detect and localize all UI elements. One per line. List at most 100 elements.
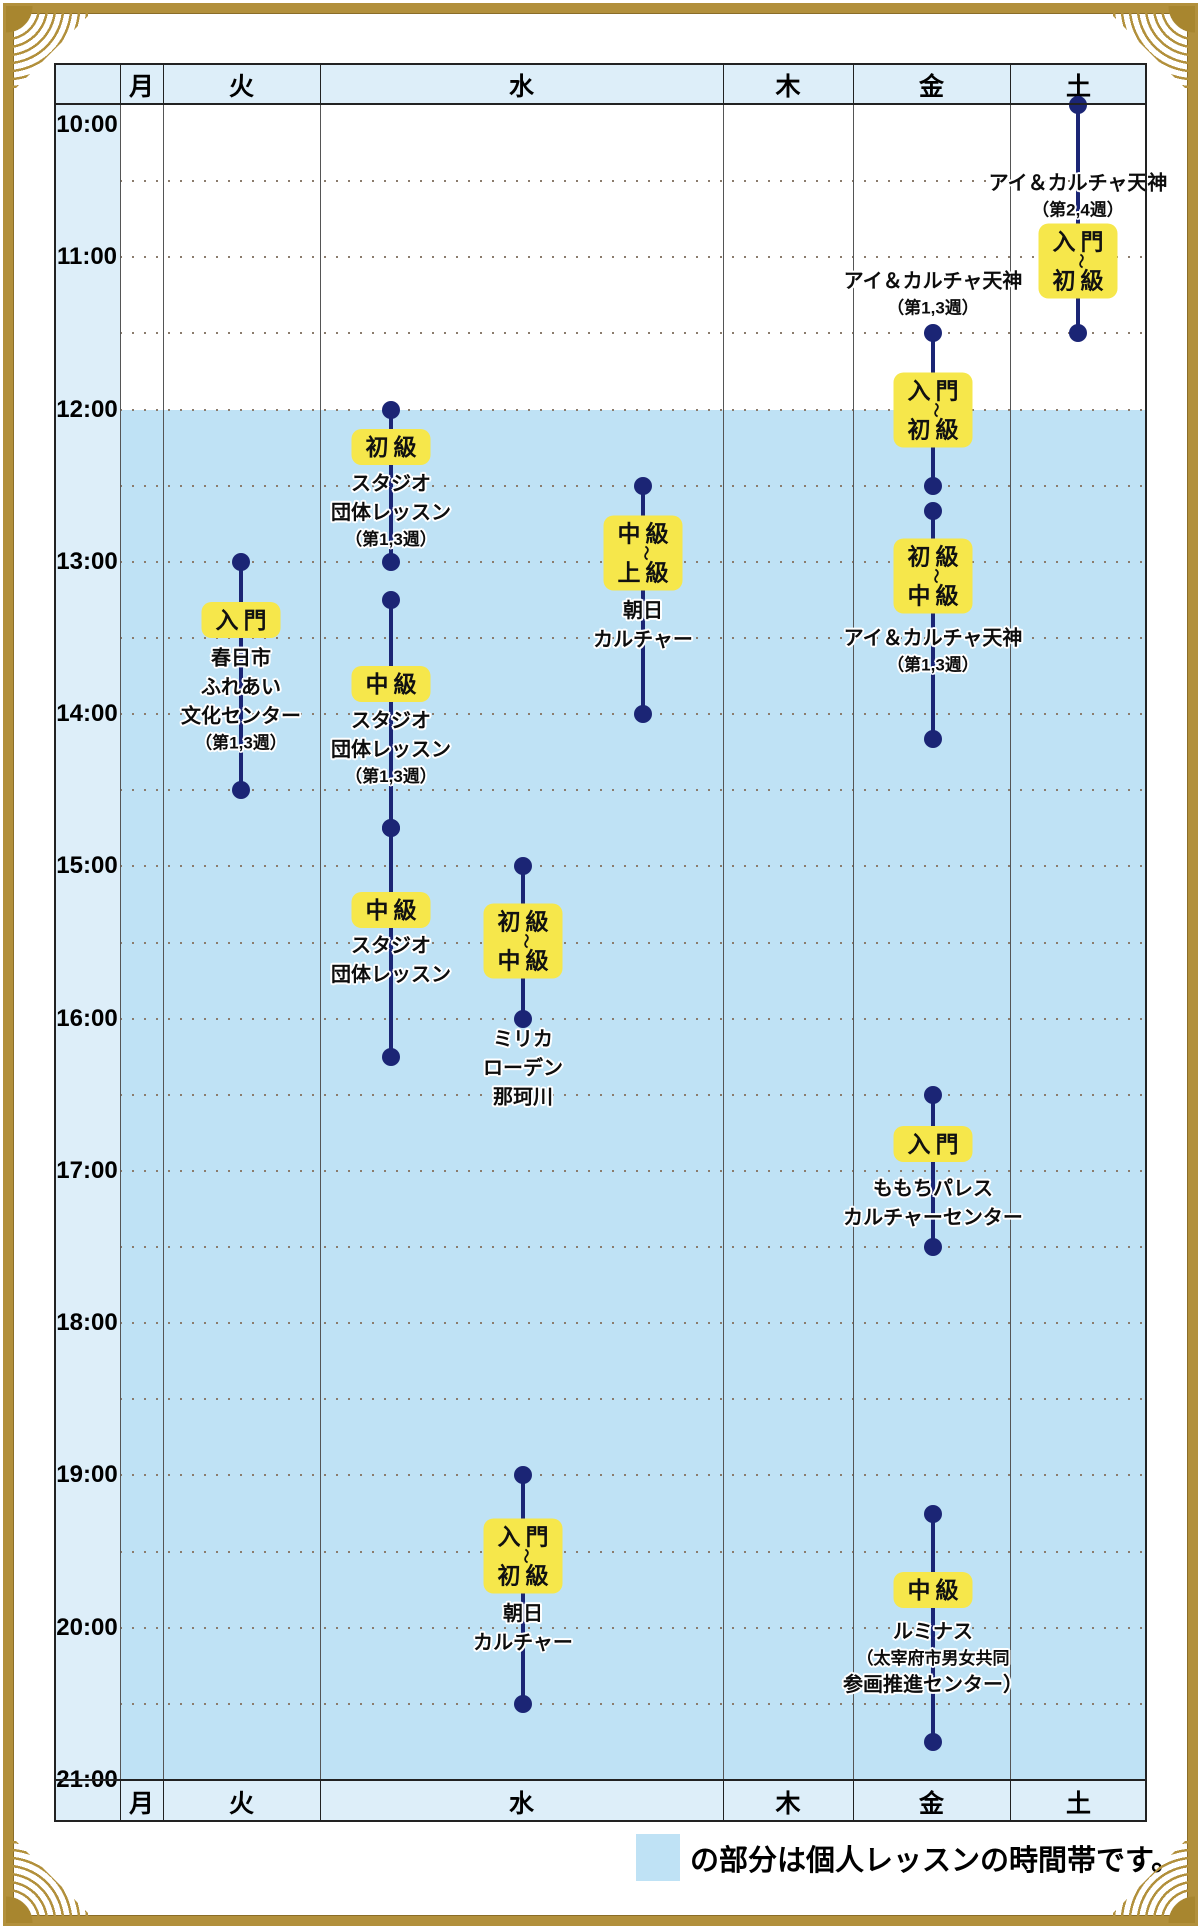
lesson-line <box>931 1094 935 1248</box>
venue-name-line: 朝日 <box>623 600 663 622</box>
day-footer-水: 水 <box>508 1790 535 1818</box>
level-badge: 初級〜中級 <box>483 903 563 979</box>
level-badge: 入門〜初級 <box>893 372 973 448</box>
time-label-16:00: 16:00 <box>56 1004 118 1032</box>
legend-band-swatch <box>636 1834 680 1881</box>
lesson-start-dot <box>924 1085 942 1104</box>
venue-name-line: 団体レッスン <box>331 964 451 986</box>
halfhour-gridline <box>120 1017 1147 1020</box>
lesson-end-dot <box>232 781 250 800</box>
lesson-line <box>931 511 935 740</box>
footer-cell-border <box>320 1780 321 1822</box>
halfhour-gridline <box>120 332 1147 335</box>
level-text: 入門 <box>215 607 272 633</box>
time-label-11:00: 11:00 <box>56 243 118 271</box>
venue-label: アイ＆カルチャ天神 （第1,3週） <box>844 268 1023 321</box>
halfhour-gridline <box>120 1626 1147 1629</box>
time-label-20:00: 20:00 <box>56 1613 118 1641</box>
halfhour-gridline <box>120 1246 1147 1249</box>
day-header-木: 木 <box>775 73 801 101</box>
footer-cell-border <box>853 1780 854 1822</box>
level-text: 中級 <box>365 897 422 923</box>
footer-cell-border <box>1010 1780 1011 1822</box>
halfhour-gridline <box>120 865 1147 868</box>
venue-label: スタジオ 団体レッスン <box>331 932 451 990</box>
lesson-start-dot <box>924 502 942 521</box>
level-text: 上級 <box>617 559 674 586</box>
venue-label: アイ＆カルチャ天神 （第1,3週） <box>844 625 1023 678</box>
column-line <box>723 105 724 1780</box>
level-text: 入門 <box>497 1523 554 1550</box>
level-text: 入門 <box>907 377 964 404</box>
lesson-line <box>1076 105 1080 334</box>
venue-note-line: （第1,3週） <box>195 733 287 753</box>
halfhour-gridline <box>120 1702 1147 1705</box>
venue-note-line: （第1,3週） <box>345 767 437 786</box>
venue-label: ももちパレスカルチャーセンター <box>843 1175 1023 1233</box>
lesson-start-dot <box>382 400 400 419</box>
time-label-13:00: 13:00 <box>56 547 118 575</box>
day-footer-火: 火 <box>228 1790 255 1818</box>
lesson-start-dot <box>924 324 942 343</box>
time-label-14:00: 14:00 <box>56 700 118 728</box>
lesson-end-dot <box>924 1238 942 1257</box>
level-text: 初級 <box>1052 267 1109 294</box>
time-label-15:00: 15:00 <box>56 852 118 880</box>
gold-corner-ornament-bottom-left <box>6 1831 98 1923</box>
venue-name-line: 文化センター <box>181 705 301 728</box>
venue-name-line: ふれあい <box>201 676 281 699</box>
lesson-end-dot <box>924 730 942 749</box>
header-bottom-border <box>54 103 1147 105</box>
legend: の部分は個人レッスンの時間帯です。 <box>636 1834 1180 1881</box>
column-line <box>853 105 854 1780</box>
level-badge: 初級 <box>351 429 431 465</box>
level-text: 中級 <box>497 947 554 974</box>
venue-note-line: （太宰府市男女共同 <box>856 1649 1010 1668</box>
lesson-end-dot <box>382 552 400 571</box>
halfhour-gridline <box>120 941 1147 944</box>
header-row-bg <box>54 63 1147 105</box>
day-footer-木: 木 <box>775 1790 801 1818</box>
venue-label: 朝日 カルチャー <box>473 1600 573 1658</box>
level-text: 中級 <box>907 1577 964 1603</box>
venue-name-line: ももちパレス <box>873 1178 993 1200</box>
lesson-start-dot <box>232 552 250 571</box>
legend-text: の部分は個人レッスンの時間帯です。 <box>690 1844 1181 1877</box>
footer-cell-border <box>723 1780 724 1822</box>
header-cell-border <box>120 63 121 105</box>
lesson-end-dot <box>634 705 652 724</box>
venue-name-line: ルミナス <box>893 1621 973 1643</box>
venue-name-line: アイ＆カルチャ天神 <box>843 627 1023 650</box>
lesson-line <box>389 599 393 829</box>
venue-name-line: カルチャーセンター <box>843 1207 1023 1229</box>
halfhour-gridline <box>120 256 1147 259</box>
level-text: 初級 <box>365 434 422 460</box>
lesson-start-dot <box>924 1504 942 1523</box>
header-cell-border <box>853 63 854 105</box>
venue-name-line: 参画推進センター） <box>843 1674 1023 1696</box>
lesson-end-dot <box>514 1694 532 1713</box>
day-footer-月: 月 <box>128 1790 155 1818</box>
time-label-19:00: 19:00 <box>56 1461 118 1489</box>
footer-row-bg <box>54 1780 1147 1822</box>
venue-name-line: ミリカ <box>493 1028 553 1051</box>
time-label-18:00: 18:00 <box>56 1309 118 1337</box>
column-line <box>120 105 121 1780</box>
halfhour-gridline <box>120 1398 1147 1401</box>
lesson-line <box>641 485 645 715</box>
header-cell-border <box>320 63 321 105</box>
level-badge: 初級〜中級 <box>893 538 973 614</box>
venue-name-line: スタジオ <box>351 473 431 495</box>
level-badge: 中級 <box>351 892 431 928</box>
day-header-金: 金 <box>918 73 945 101</box>
venue-name-line: スタジオ <box>351 710 431 732</box>
halfhour-gridline <box>120 713 1147 716</box>
level-badge: 中級 <box>351 666 431 702</box>
level-range-tilde-icon: 〜 <box>517 1548 534 1564</box>
lesson-end-dot <box>924 476 942 495</box>
venue-name-line: ローデン <box>483 1057 563 1080</box>
venue-note-line: （第1,3週） <box>887 298 979 318</box>
time-label-17:00: 17:00 <box>56 1156 118 1184</box>
time-label-12:00: 12:00 <box>56 395 118 423</box>
